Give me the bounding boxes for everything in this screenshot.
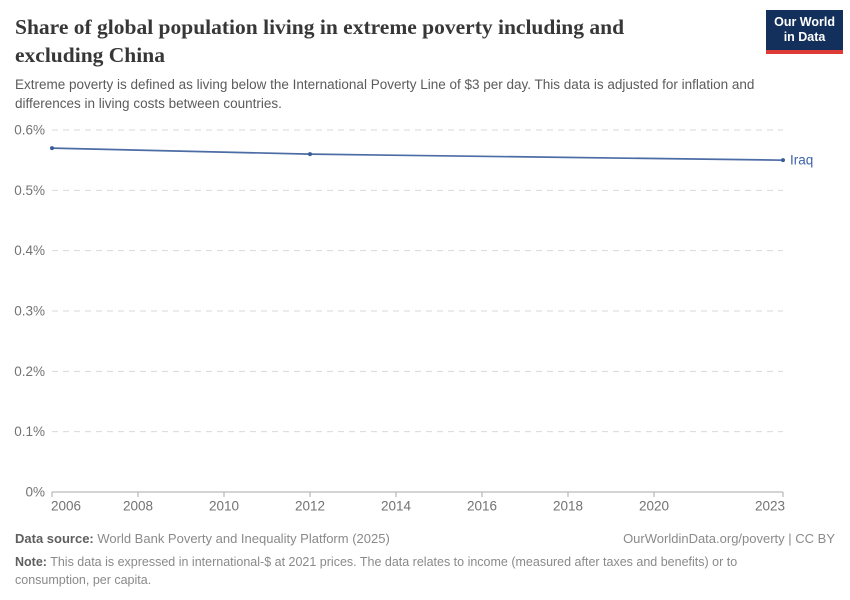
y-tick-label: 0.6% [14,123,45,138]
y-tick-label: 0.1% [14,424,45,439]
attribution: OurWorldinData.org/poverty | CC BY [623,531,835,546]
data-point-marker [308,152,312,157]
x-tick-label: 2010 [209,499,239,514]
y-tick-label: 0.3% [14,304,45,319]
data-source-text: World Bank Poverty and Inequality Platfo… [93,531,390,546]
chart-footer: Data source: World Bank Poverty and Ineq… [15,531,835,589]
data-point-marker [781,158,785,163]
data-source: Data source: World Bank Poverty and Ineq… [15,531,390,546]
data-source-label: Data source: [15,531,94,546]
x-tick-label: 2014 [381,499,412,514]
owid-logo: Our World in Data [766,10,843,54]
owid-logo-line1: Our World [774,15,835,29]
x-tick-label: 2023 [755,499,785,514]
y-tick-label: 0.5% [14,183,45,198]
page-subtitle: Extreme poverty is defined as living bel… [15,77,755,112]
x-tick-label: 2020 [639,499,669,514]
owid-logo-line2: in Data [783,30,826,45]
line-chart: 0% 0.1% 0.2% 0.3% 0.4% 0.5% 0.6% 2006 2008 2010 20… [14,123,813,514]
y-tick-label: 0% [25,485,45,500]
series-line-iraq [51,147,784,162]
series-end-label: Iraq [790,153,813,168]
x-tick-label: 2012 [295,499,325,514]
x-tick-label: 2016 [467,499,497,514]
y-tick-label: 0.4% [14,243,45,258]
footnote-text: This data is expressed in international-… [15,555,738,588]
data-point-marker [50,146,54,151]
x-tick-label: 2008 [123,499,153,514]
page-title: Share of global population living in ext… [15,15,625,68]
x-tick-label: 2006 [51,499,81,514]
y-tick-label: 0.2% [14,364,45,379]
footnote: Note: This data is expressed in internat… [15,553,777,589]
x-tick-label: 2018 [553,499,583,514]
footnote-label: Note: [15,555,47,569]
